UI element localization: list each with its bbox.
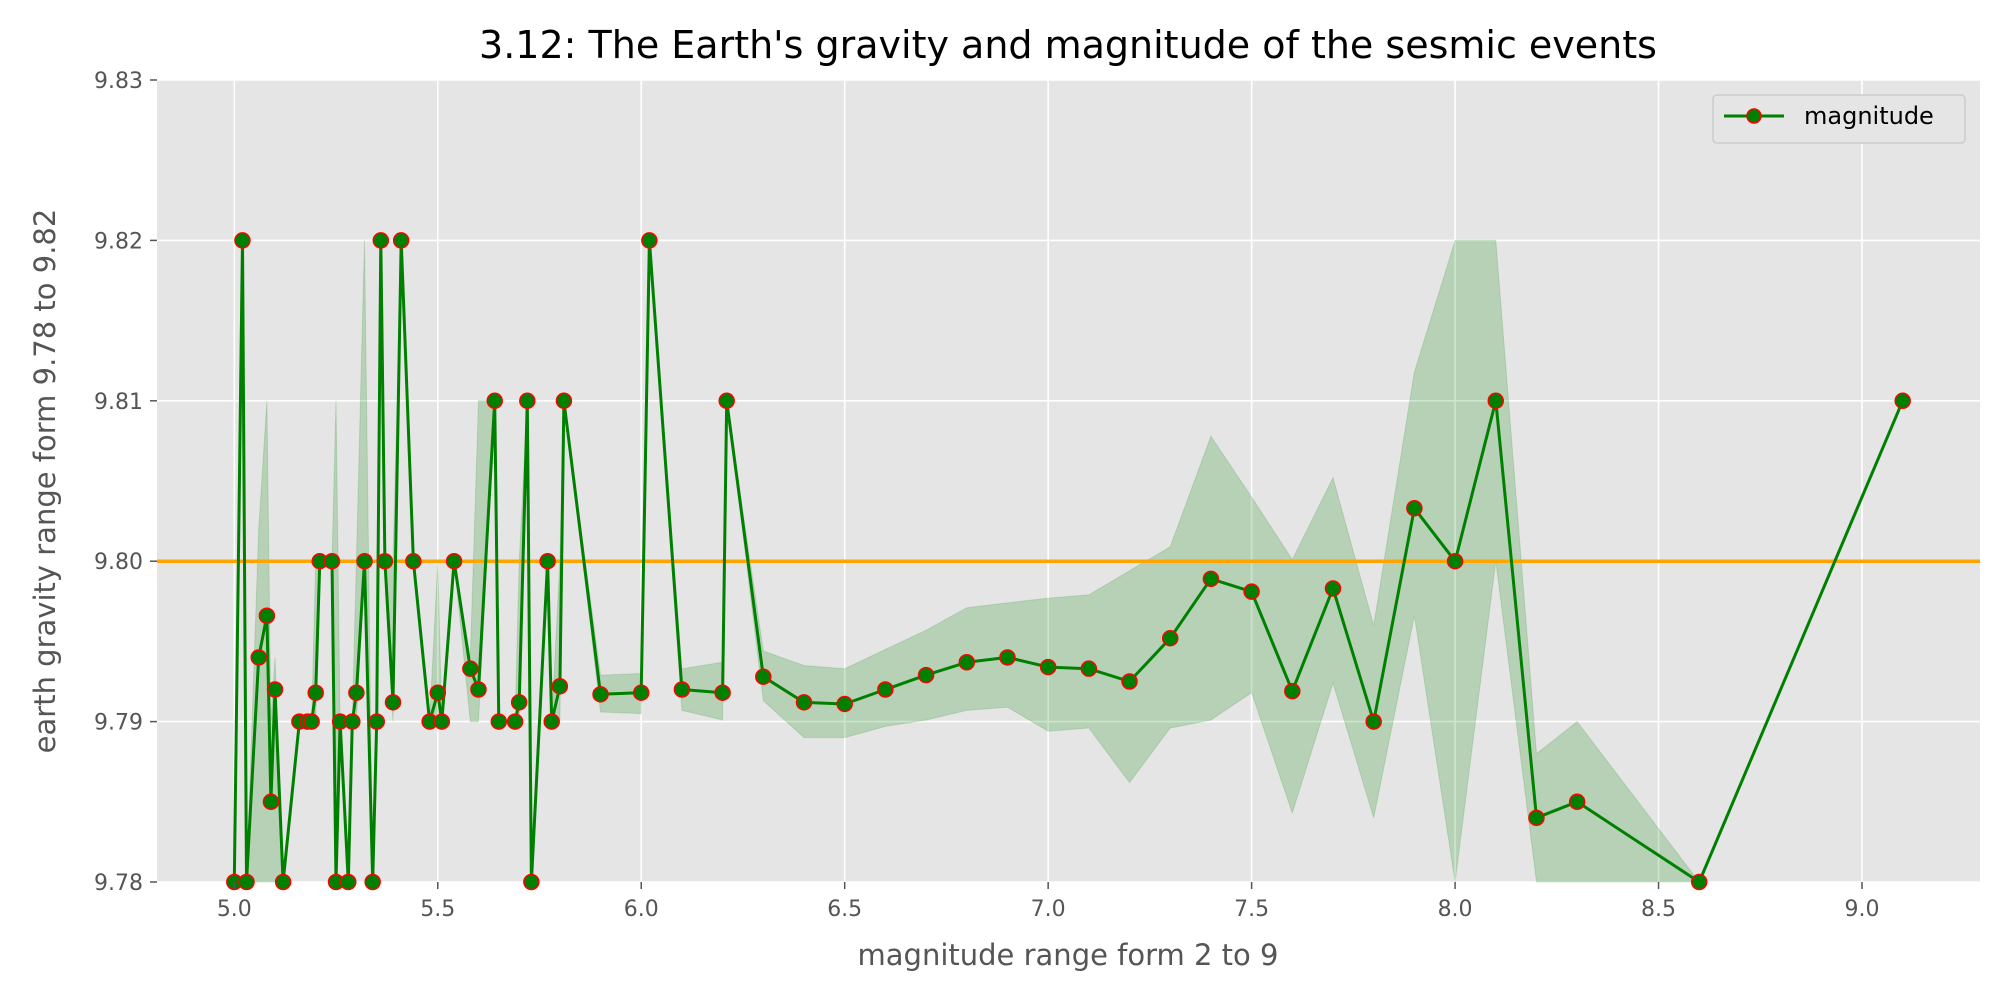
data-point bbox=[592, 686, 609, 703]
data-point bbox=[506, 713, 524, 730]
y-axis-ticks: 9.78 9.79 9.80 9.81 9.82 9.83 bbox=[94, 69, 157, 896]
x-tick-label: 5.0 bbox=[217, 897, 252, 922]
data-point bbox=[539, 552, 556, 570]
data-point bbox=[877, 681, 894, 698]
data-point bbox=[917, 666, 935, 684]
data-point bbox=[1161, 629, 1179, 647]
data-point bbox=[714, 684, 731, 701]
data-point bbox=[1080, 660, 1098, 677]
data-point bbox=[340, 873, 357, 891]
x-tick-label: 6.0 bbox=[624, 897, 659, 922]
data-point bbox=[755, 668, 772, 685]
y-tick-label: 9.81 bbox=[94, 390, 143, 415]
series-magnitude bbox=[226, 232, 1911, 891]
data-point bbox=[1894, 392, 1911, 410]
data-point bbox=[445, 552, 463, 570]
data-point bbox=[376, 552, 394, 570]
x-axis-ticks: 5.0 5.5 6.0 6.5 7.0 7.5 8.0 8.5 9.0 bbox=[217, 882, 1879, 922]
chart-title: 3.12: The Earth's gravity and magnitude … bbox=[479, 23, 1657, 67]
data-point bbox=[1528, 809, 1545, 827]
data-point bbox=[433, 713, 451, 730]
y-tick-label: 9.80 bbox=[94, 550, 143, 575]
data-point bbox=[1365, 713, 1382, 730]
data-point bbox=[470, 681, 487, 698]
data-point bbox=[262, 793, 280, 811]
data-point bbox=[462, 660, 479, 677]
data-point bbox=[392, 232, 410, 249]
y-tick-label: 9.83 bbox=[94, 69, 143, 94]
y-tick-label: 9.78 bbox=[94, 871, 143, 896]
plot-background bbox=[157, 80, 1980, 882]
legend-box bbox=[1712, 94, 1966, 144]
data-point bbox=[258, 607, 276, 624]
x-tick-label: 6.5 bbox=[827, 897, 862, 922]
data-point bbox=[266, 681, 284, 698]
data-point bbox=[274, 873, 292, 891]
data-point bbox=[555, 392, 573, 410]
x-axis-title: magnitude range form 2 to 9 bbox=[858, 938, 1279, 972]
data-point bbox=[1121, 673, 1138, 690]
data-point bbox=[348, 684, 365, 701]
y-tick-label: 9.79 bbox=[94, 711, 143, 736]
data-point bbox=[1446, 552, 1464, 570]
x-tick-label: 5.5 bbox=[420, 897, 455, 922]
data-point bbox=[1690, 873, 1708, 891]
data-point bbox=[490, 713, 508, 730]
data-point bbox=[429, 684, 447, 701]
data-point bbox=[1324, 580, 1342, 597]
data-point bbox=[836, 695, 853, 713]
data-point bbox=[999, 649, 1016, 666]
data-point bbox=[238, 873, 255, 891]
y-tick-label: 9.82 bbox=[94, 229, 143, 254]
data-point bbox=[1284, 682, 1301, 700]
data-point bbox=[486, 392, 503, 410]
data-point bbox=[641, 232, 658, 249]
data-point bbox=[364, 873, 381, 891]
x-tick-label: 7.0 bbox=[1031, 897, 1066, 922]
data-point bbox=[551, 678, 569, 695]
legend-label: magnitude bbox=[1804, 102, 1934, 130]
data-point bbox=[519, 392, 536, 410]
x-tick-label: 9.0 bbox=[1844, 897, 1879, 922]
x-tick-label: 7.5 bbox=[1234, 897, 1269, 922]
data-point bbox=[718, 392, 735, 410]
data-point bbox=[372, 232, 390, 249]
data-point bbox=[1243, 583, 1260, 600]
data-point bbox=[1568, 793, 1586, 811]
data-point bbox=[307, 684, 324, 701]
data-point bbox=[510, 694, 528, 711]
data-point bbox=[523, 873, 540, 891]
data-point bbox=[673, 681, 691, 698]
data-point bbox=[958, 654, 976, 671]
data-point bbox=[632, 684, 650, 701]
data-point bbox=[795, 694, 813, 711]
data-point bbox=[234, 232, 251, 249]
data-point bbox=[1039, 658, 1057, 676]
legend: magnitude bbox=[1712, 94, 1966, 144]
data-point bbox=[303, 713, 320, 730]
data-point bbox=[384, 694, 402, 711]
data-point bbox=[1487, 392, 1505, 410]
data-point bbox=[1406, 500, 1423, 517]
data-point bbox=[356, 552, 373, 570]
data-point bbox=[543, 713, 560, 730]
series-line bbox=[232, 238, 1905, 884]
data-point bbox=[250, 649, 267, 666]
data-point bbox=[368, 713, 385, 730]
data-point bbox=[323, 552, 341, 570]
y-axis-title: earth gravity range form 9.78 to 9.82 bbox=[28, 209, 62, 754]
data-point bbox=[344, 713, 361, 730]
x-tick-label: 8.5 bbox=[1641, 897, 1676, 922]
legend-marker bbox=[1746, 108, 1762, 124]
data-point bbox=[405, 552, 422, 570]
x-tick-label: 8.0 bbox=[1438, 897, 1473, 922]
data-point bbox=[1202, 570, 1220, 588]
